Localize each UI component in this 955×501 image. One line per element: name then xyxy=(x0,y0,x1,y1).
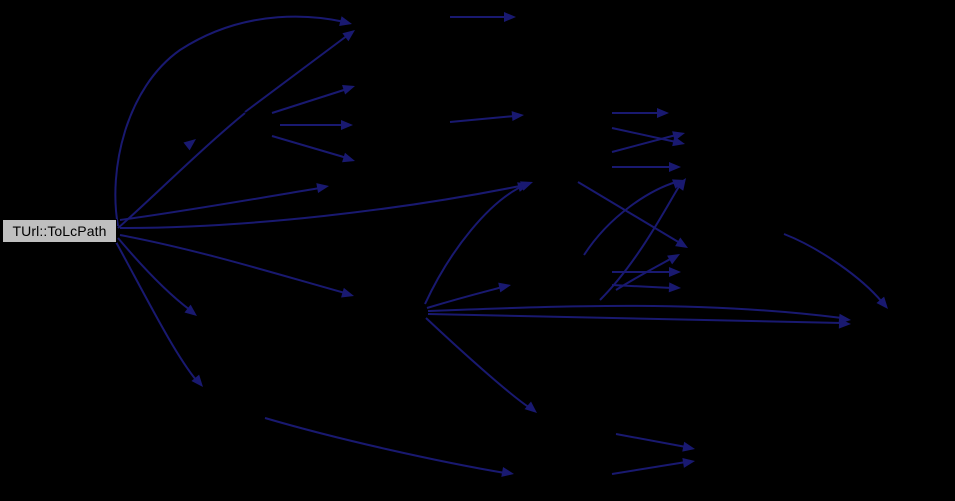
edge-cluster-03-arrowhead xyxy=(672,131,685,141)
edge-bottom-01-arrowhead xyxy=(682,441,695,452)
edge-top-isolated-02[interactable] xyxy=(449,110,524,123)
edge-bottom-02-line xyxy=(611,461,687,475)
edge-cluster-01-arrowhead xyxy=(657,108,669,118)
edge-root-to-t11-arrowhead xyxy=(501,466,514,477)
edge-root-to-t06[interactable] xyxy=(119,181,330,221)
edge-cluster-08[interactable] xyxy=(611,282,681,293)
edge-cluster-08-arrowhead xyxy=(668,282,681,293)
edge-top-isolated-02-line xyxy=(449,115,516,123)
edge-root-to-hub-top[interactable] xyxy=(117,112,246,229)
edge-hub-mid-to-t13[interactable] xyxy=(426,280,512,309)
edge-cluster-02-line xyxy=(611,127,677,143)
edge-cluster-10-arrowhead xyxy=(675,178,686,191)
edge-root-to-t10-arrowhead xyxy=(191,374,203,387)
edge-cluster-07[interactable] xyxy=(612,267,681,277)
edge-cluster-06-line xyxy=(577,181,681,244)
edge-cluster-09-arrowhead xyxy=(667,254,680,265)
edge-root-to-t06-line xyxy=(119,187,321,221)
edge-hub-mid-to-t15[interactable] xyxy=(427,313,851,329)
edge-hub-mid-to-t13-arrowhead xyxy=(498,282,511,293)
edge-root-to-target-01-line xyxy=(114,15,346,227)
edge-cluster-03-line xyxy=(611,134,677,153)
edge-hub-top-to-t03[interactable] xyxy=(271,81,357,114)
edge-root-to-t11[interactable] xyxy=(264,417,515,479)
edge-bottom-01-line xyxy=(615,433,687,448)
edge-hub-top-to-t02[interactable] xyxy=(244,26,358,113)
edge-hub-mid-to-t16-line xyxy=(425,317,531,409)
graph-node-root-label: TUrl::ToLcPath xyxy=(12,223,107,239)
edge-cluster-09[interactable] xyxy=(615,250,683,291)
edge-root-to-target-01[interactable] xyxy=(114,15,353,227)
edge-right-curve[interactable] xyxy=(783,233,892,312)
edge-hub-top-to-t04[interactable] xyxy=(280,120,353,130)
edge-root-to-t08[interactable] xyxy=(119,234,355,301)
edge-hub-mid-to-t15-arrowhead xyxy=(838,318,851,329)
edge-hub-mid-to-t12-arrowhead xyxy=(520,181,533,191)
edge-cluster-09-line xyxy=(615,257,673,291)
edge-hub-top-to-t03-arrowhead xyxy=(342,84,355,95)
edge-bottom-02[interactable] xyxy=(611,456,696,475)
edge-cluster-06[interactable] xyxy=(577,181,691,252)
edge-hub-top-to-t03-line xyxy=(271,88,348,114)
graph-node-root[interactable]: TUrl::ToLcPath xyxy=(2,219,117,243)
edge-root-to-t08-line xyxy=(119,234,346,294)
edge-hub-top-to-t05[interactable] xyxy=(271,135,356,166)
edge-cluster-06-arrowhead xyxy=(675,237,688,248)
edge-right-curve-arrowhead xyxy=(876,296,888,309)
edge-hub-mid-to-t12-line xyxy=(424,184,526,305)
edge-hub-top-to-t02-line xyxy=(244,34,349,113)
edge-root-to-t10[interactable] xyxy=(115,241,207,390)
edge-root-to-t09-arrowhead xyxy=(184,304,197,316)
edge-hub-top-to-t05-line xyxy=(271,135,348,159)
edge-top-isolated-01-arrowhead xyxy=(504,12,516,22)
edge-root-to-t10-line xyxy=(115,241,198,382)
edge-hub-mid-to-t14-line xyxy=(427,304,843,319)
edge-hub-mid-to-t12[interactable] xyxy=(424,177,535,305)
edge-cluster-05-line xyxy=(583,181,677,256)
edge-hub-mid-to-t15-line xyxy=(427,313,843,324)
edge-root-to-hub-top-arrowhead xyxy=(183,139,196,151)
edge-hub-mid-to-t16[interactable] xyxy=(425,317,540,417)
edge-top-isolated-02-arrowhead xyxy=(511,111,524,122)
edge-bottom-02-arrowhead xyxy=(682,457,695,468)
edge-cluster-01[interactable] xyxy=(612,108,669,118)
edge-hub-top-to-t02-arrowhead xyxy=(342,30,355,42)
edge-root-to-target-01-arrowhead xyxy=(339,16,352,26)
edge-root-to-t09-line xyxy=(117,237,191,311)
edge-hub-top-to-t05-arrowhead xyxy=(342,152,355,163)
edge-root-to-hub-top-line xyxy=(117,112,246,229)
edge-root-to-t06-arrowhead xyxy=(316,183,329,194)
edge-bottom-01[interactable] xyxy=(615,433,696,454)
edge-root-to-t07-line xyxy=(119,185,521,229)
edge-cluster-03[interactable] xyxy=(611,128,686,153)
edge-top-isolated-01[interactable] xyxy=(450,12,516,22)
edge-root-to-t09[interactable] xyxy=(117,237,200,320)
edge-cluster-10[interactable] xyxy=(599,175,690,301)
edge-hub-top-to-t04-arrowhead xyxy=(341,120,353,130)
edge-cluster-04[interactable] xyxy=(612,162,681,172)
edge-right-curve-line xyxy=(783,233,883,303)
edge-hub-mid-to-t16-arrowhead xyxy=(524,401,537,413)
edge-root-to-t11-line xyxy=(264,417,506,474)
edge-cluster-10-line xyxy=(599,184,681,301)
edge-cluster-04-arrowhead xyxy=(669,162,681,172)
edge-hub-mid-to-t13-line xyxy=(426,286,503,309)
edge-root-to-t08-arrowhead xyxy=(341,287,354,298)
edge-cluster-07-arrowhead xyxy=(669,267,681,277)
